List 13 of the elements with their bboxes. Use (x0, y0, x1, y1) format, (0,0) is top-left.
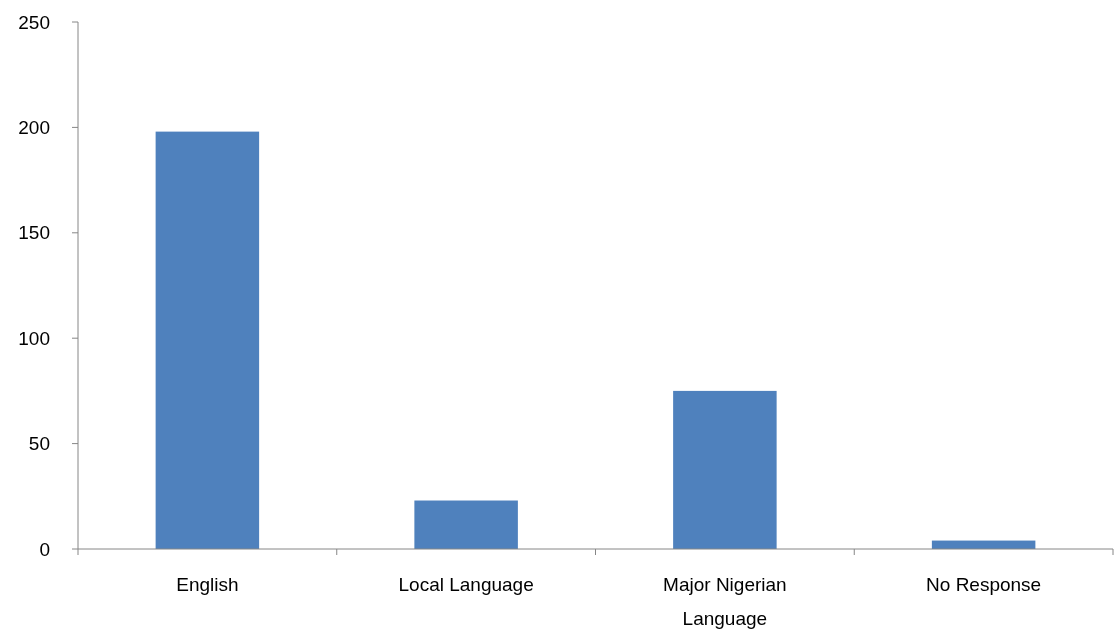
y-tick-label: 250 (18, 11, 50, 33)
y-tick-label: 100 (18, 327, 50, 349)
bar (673, 390, 777, 549)
y-tick-label: 50 (28, 433, 50, 455)
bar (414, 500, 518, 549)
x-tick-label: English (176, 574, 239, 595)
bar (155, 131, 260, 549)
y-tick-label: 0 (39, 538, 50, 560)
x-tick-label: Major Nigerian Language (663, 574, 787, 629)
x-tick-label: Local Language (398, 574, 534, 595)
x-tick-label: No Response (926, 574, 1042, 595)
y-tick-label: 150 (18, 222, 50, 244)
y-tick-label: 200 (18, 117, 50, 139)
